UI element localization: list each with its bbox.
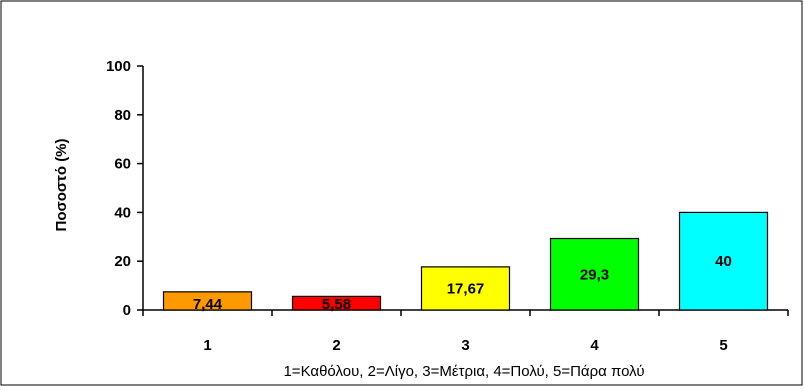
bar-4: [549, 237, 640, 311]
x-tick-label: 3: [461, 337, 469, 354]
x-tick-label: 4: [590, 337, 599, 354]
x-tick-label: 2: [332, 337, 340, 354]
bar-3: [420, 266, 511, 311]
bar-1: [162, 291, 253, 311]
bar-5: [678, 211, 769, 311]
x-tick-label: 1: [203, 337, 211, 354]
x-tick-label: 5: [719, 337, 727, 354]
bar-2: [291, 295, 382, 311]
data-label: 17,67: [447, 280, 485, 297]
y-tick-label: 40: [114, 204, 131, 221]
y-tick-label: 0: [123, 302, 131, 319]
bar-series: [162, 211, 769, 311]
y-tick-label: 100: [106, 58, 131, 75]
data-label: 7,44: [193, 296, 223, 313]
data-label: 5,58: [322, 296, 351, 313]
y-tick-label: 20: [114, 253, 131, 270]
y-tick-label: 60: [114, 156, 131, 173]
data-label: 40: [715, 253, 732, 270]
x-axis-caption: 1=Καθόλου, 2=Λίγο, 3=Μέτρια, 4=Πολύ, 5=Π…: [283, 363, 644, 380]
data-labels: 7,44 5,58 17,67 29,3 40: [193, 253, 732, 313]
y-axis: 0 20 40 60 80 100: [106, 58, 144, 319]
y-tick-label: 80: [114, 107, 131, 124]
y-axis-title: Ποσοστό (%): [53, 138, 70, 231]
data-label: 29,3: [580, 266, 609, 283]
